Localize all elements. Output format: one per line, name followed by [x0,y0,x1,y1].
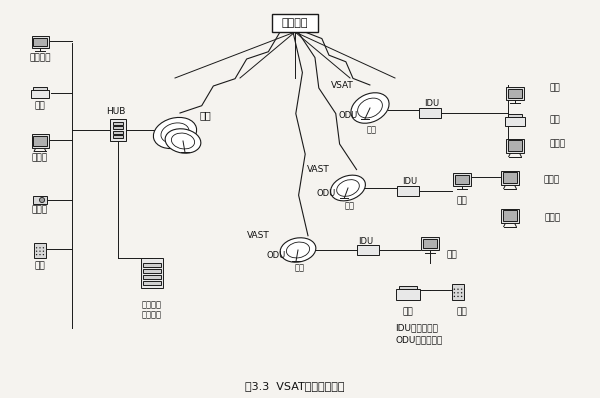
Text: 电话: 电话 [457,308,467,316]
Bar [110,119,126,141]
Text: 监视器: 监视器 [544,176,560,185]
Circle shape [461,296,463,297]
Circle shape [454,292,455,293]
Ellipse shape [351,93,389,123]
Bar [399,286,417,289]
Circle shape [36,254,37,255]
Bar [33,136,47,146]
Bar [455,175,469,184]
Text: 微机: 微机 [446,250,457,259]
Text: HUB: HUB [106,107,125,117]
Bar [501,209,519,223]
Bar [506,139,524,153]
Circle shape [40,247,41,248]
Circle shape [457,296,459,297]
Bar [508,114,522,117]
Bar [503,172,517,183]
Bar [143,281,161,285]
Text: 主站: 主站 [199,110,211,120]
Bar [113,135,123,138]
Circle shape [36,247,37,248]
Circle shape [40,250,41,252]
Bar [503,211,517,221]
Ellipse shape [280,238,316,262]
Circle shape [461,289,463,290]
Text: 天线: 天线 [345,201,355,211]
Bar [506,88,524,100]
Bar [397,186,419,196]
Text: IDU: IDU [403,178,418,187]
Ellipse shape [331,175,365,201]
Bar [423,239,437,248]
Ellipse shape [165,129,201,153]
Text: VAST: VAST [307,166,329,174]
Bar [113,126,123,129]
Bar [32,135,49,148]
Text: IDU: IDU [358,236,374,246]
Text: 传真: 传真 [403,308,413,316]
Text: 监视器: 监视器 [545,213,561,222]
Text: 摄影机: 摄影机 [32,205,48,215]
Bar [33,38,47,46]
Bar [508,140,522,151]
Bar [32,36,49,48]
Circle shape [454,296,455,297]
Circle shape [43,250,44,252]
Bar [143,269,161,273]
Bar [143,263,161,267]
Text: 传真: 传真 [35,101,46,111]
Text: 主计算机: 主计算机 [29,53,51,62]
Bar [143,275,161,279]
Bar [508,89,522,98]
Text: 传真: 传真 [550,115,560,125]
Circle shape [454,289,455,290]
Text: 通信卫星: 通信卫星 [282,18,308,28]
Circle shape [457,292,459,293]
Bar [396,289,420,300]
Circle shape [461,292,463,293]
Bar [357,245,379,255]
Bar [419,108,441,118]
Text: ODU: ODU [316,189,335,197]
Bar [33,87,47,90]
Bar [453,174,471,186]
Text: 监视器: 监视器 [32,154,48,162]
Circle shape [43,247,44,248]
Text: 电话: 电话 [35,261,46,271]
Circle shape [457,289,459,290]
Bar [272,14,318,32]
Bar [452,284,464,300]
Bar [31,90,49,98]
Bar [33,196,47,204]
Text: 监视器: 监视器 [550,140,566,148]
Text: 微机: 微机 [457,197,467,205]
Bar [505,117,525,126]
Text: VSAT: VSAT [331,82,353,90]
Circle shape [40,197,44,203]
Text: 微机: 微机 [550,84,560,92]
Bar [34,243,46,258]
Text: 网络监视
控制系统: 网络监视 控制系统 [142,300,162,320]
Text: ODU: ODU [338,111,358,121]
Ellipse shape [154,117,197,148]
Bar [113,131,123,133]
Text: 天线: 天线 [295,263,305,273]
Text: ODU：室外单元: ODU：室外单元 [395,336,442,345]
Text: IDU：室内单元: IDU：室内单元 [395,324,438,332]
Text: 图3.3  VSAT网构成示意图: 图3.3 VSAT网构成示意图 [245,381,345,391]
Circle shape [43,254,44,255]
Text: VAST: VAST [247,230,269,240]
Bar [141,258,163,288]
Circle shape [40,254,41,255]
Circle shape [36,250,37,252]
Text: IDU: IDU [424,100,440,109]
Bar [113,121,123,125]
Bar [421,237,439,250]
Bar [501,171,519,185]
Text: ODU: ODU [266,250,286,259]
Text: 天线: 天线 [367,125,377,135]
